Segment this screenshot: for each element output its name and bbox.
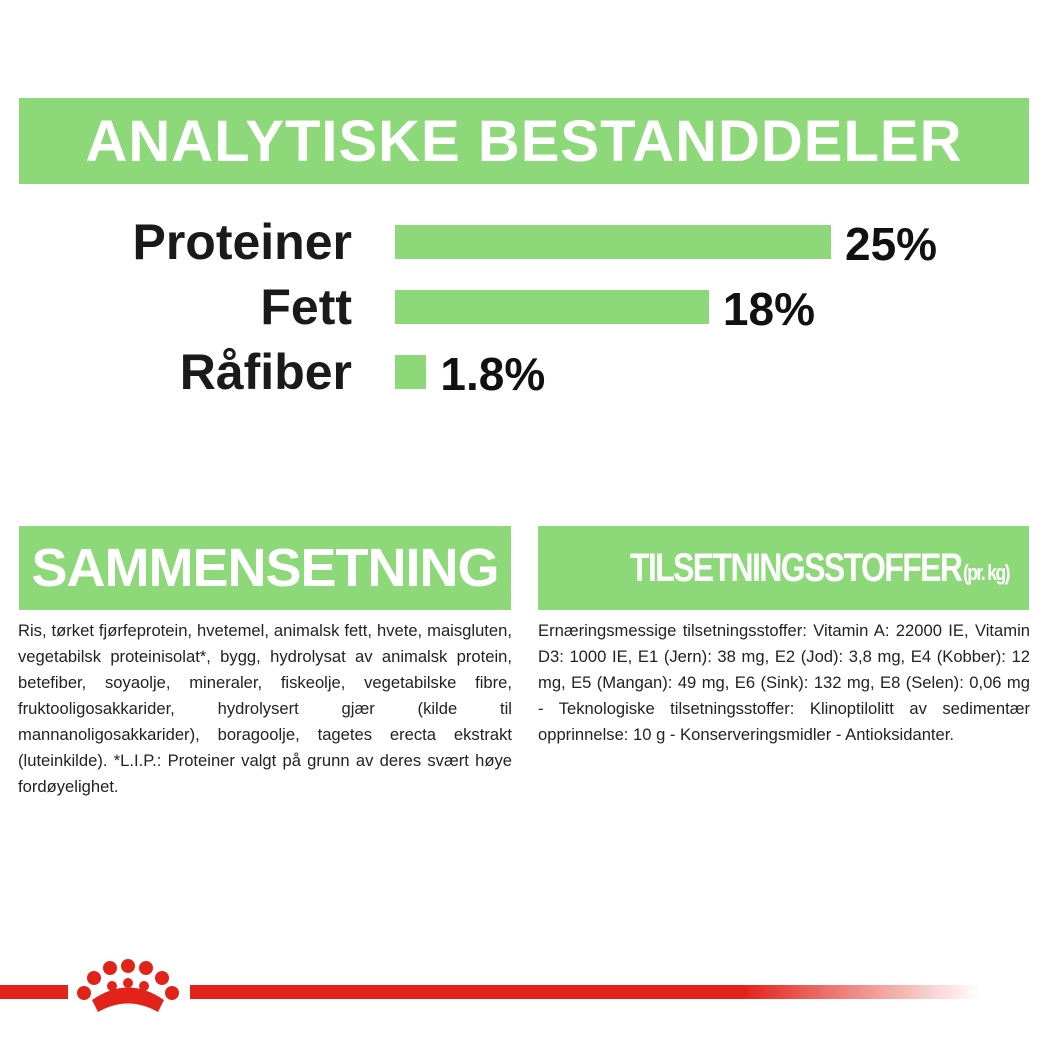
category-label: Fett bbox=[260, 279, 352, 335]
value-label: 1.8% bbox=[440, 348, 546, 400]
section-heading-box: TILSETNINGSSTOFFER (pr. kg) bbox=[538, 526, 1029, 610]
value-label: 18% bbox=[722, 283, 815, 335]
red-line bbox=[0, 985, 68, 999]
logo bbox=[77, 959, 179, 1012]
value-label: 25% bbox=[845, 218, 938, 270]
bar bbox=[395, 225, 831, 259]
category-label: Råfiber bbox=[179, 344, 352, 400]
heading-note: (pr. kg) bbox=[963, 560, 1010, 585]
section-heading: SAMMENSETNING bbox=[19, 526, 511, 610]
section-text: Ris, tørket fjørfeprotein, hvetemel, ani… bbox=[18, 621, 512, 796]
red-line bbox=[190, 985, 980, 999]
bar bbox=[395, 355, 427, 389]
bar bbox=[395, 290, 709, 324]
category-label: Proteiner bbox=[132, 214, 352, 270]
chart-title: ANALYTISKE BESTANDDELER bbox=[19, 98, 1029, 184]
section-heading: TILSETNINGSSTOFFER bbox=[629, 545, 963, 590]
section-text: Ernæringsmessige tilsetningsstoffer: Vit… bbox=[538, 621, 1030, 744]
